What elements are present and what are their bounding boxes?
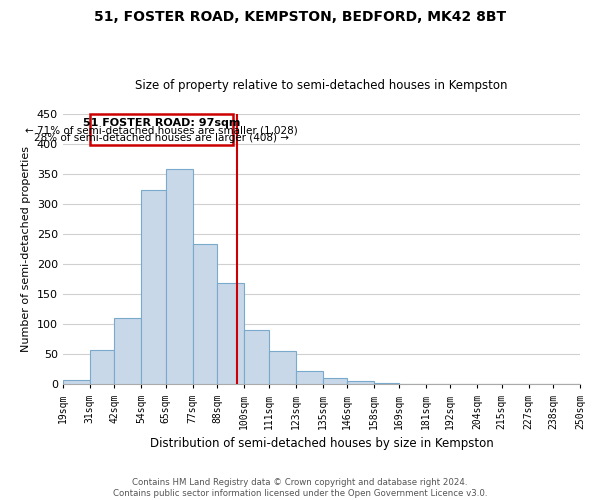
Bar	[323, 378, 347, 384]
Bar	[166, 170, 193, 384]
FancyBboxPatch shape	[89, 114, 233, 145]
Bar	[114, 318, 141, 384]
Text: 28% of semi-detached houses are larger (408) →: 28% of semi-detached houses are larger (…	[34, 132, 289, 142]
Bar	[217, 284, 244, 384]
Bar	[347, 382, 374, 384]
Text: 51, FOSTER ROAD, KEMPSTON, BEDFORD, MK42 8BT: 51, FOSTER ROAD, KEMPSTON, BEDFORD, MK42…	[94, 10, 506, 24]
Title: Size of property relative to semi-detached houses in Kempston: Size of property relative to semi-detach…	[135, 79, 508, 92]
Bar	[89, 350, 114, 384]
Text: 51 FOSTER ROAD: 97sqm: 51 FOSTER ROAD: 97sqm	[83, 118, 240, 128]
Bar	[63, 380, 89, 384]
Bar	[296, 370, 323, 384]
Text: Contains HM Land Registry data © Crown copyright and database right 2024.
Contai: Contains HM Land Registry data © Crown c…	[113, 478, 487, 498]
Y-axis label: Number of semi-detached properties: Number of semi-detached properties	[21, 146, 31, 352]
Bar	[374, 383, 398, 384]
Bar	[269, 350, 296, 384]
Bar	[193, 244, 217, 384]
X-axis label: Distribution of semi-detached houses by size in Kempston: Distribution of semi-detached houses by …	[149, 437, 493, 450]
Bar	[244, 330, 269, 384]
Text: ← 71% of semi-detached houses are smaller (1,028): ← 71% of semi-detached houses are smalle…	[25, 126, 298, 136]
Bar	[141, 190, 166, 384]
